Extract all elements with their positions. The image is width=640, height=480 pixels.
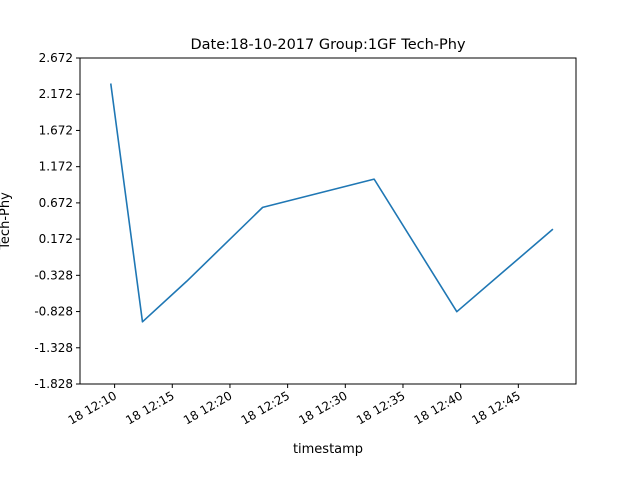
y-tick-label: 0.672 — [39, 196, 73, 210]
series-line — [109, 83, 554, 323]
y-axis: 2.672 2.172 1.672 1.172 0.672 0.172 -0.328 -0.8… — [34, 51, 80, 391]
y-tick-label: 0.172 — [39, 232, 73, 246]
y-tick-label: -0.328 — [34, 268, 73, 282]
series-layer — [109, 83, 554, 323]
y-tick-label: 2.672 — [39, 51, 73, 65]
y-tick-label: -1.828 — [34, 377, 73, 391]
x-axis-label: timestamp — [293, 442, 363, 457]
chart-title: Date:18-10-2017 Group:1GF Tech-Phy — [190, 37, 466, 53]
y-axis-label: Tech-Phy — [0, 192, 13, 251]
y-tick-label: 2.172 — [39, 87, 73, 101]
y-tick-label: -0.828 — [34, 305, 73, 319]
plot-area-frame — [79, 57, 577, 385]
y-tick-label: 1.172 — [39, 160, 73, 174]
y-tick-label: -1.328 — [34, 341, 73, 355]
y-tick-label: 1.672 — [39, 123, 73, 137]
